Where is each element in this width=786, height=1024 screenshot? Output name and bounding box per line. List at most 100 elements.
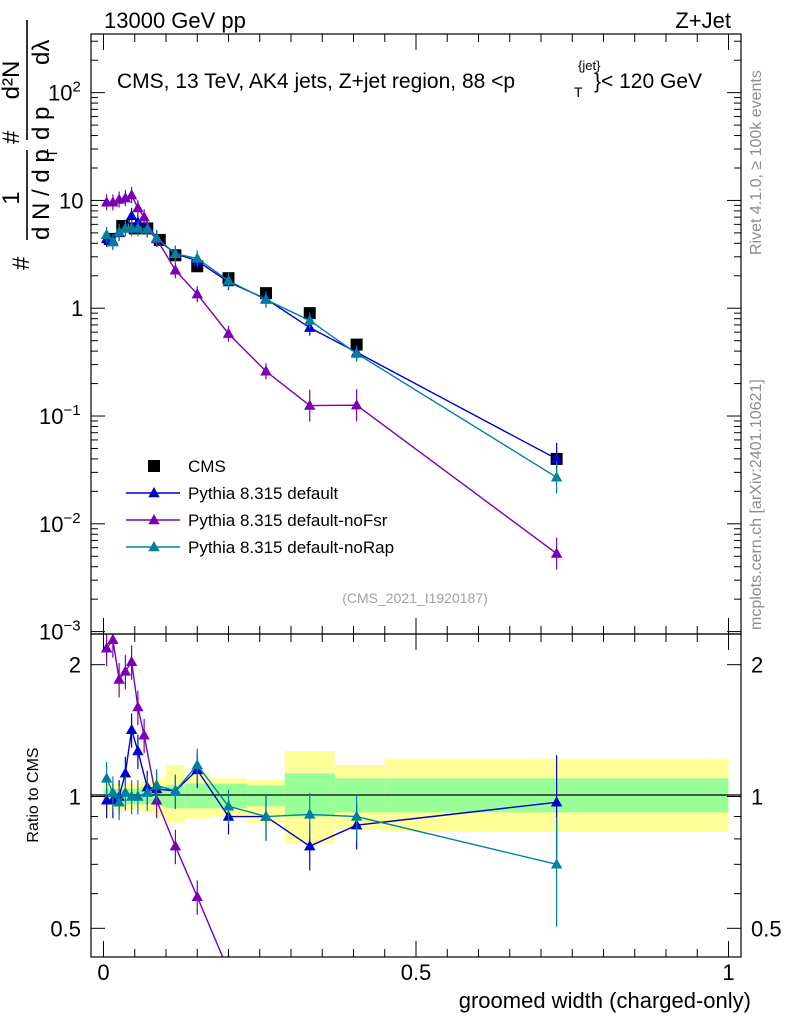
- y-tick-label: 102: [48, 79, 81, 106]
- title-tail: }< 120 GeV: [594, 70, 702, 93]
- data-point: [350, 399, 363, 410]
- data-point: [222, 274, 235, 285]
- legend-label: Pythia 8.315 default-noRap: [188, 538, 394, 557]
- x-axis-label: groomed width (charged-only): [459, 988, 751, 1013]
- x-tick-label: 0.5: [401, 960, 432, 985]
- x-tick-label: 1: [722, 960, 734, 985]
- data-point: [304, 314, 316, 325]
- data-point: [125, 209, 138, 221]
- data-point: [141, 786, 153, 797]
- legend-label: Pythia 8.315 default: [188, 484, 339, 503]
- x-tick-label: 0: [97, 960, 109, 985]
- main-panel: 10−3 10−2 10−1 1 10 102 CMS, 13 TeV, AK4 jets…: [39, 33, 742, 645]
- main-y-axis: 10−3 10−2 10−1 1 10 102: [39, 40, 741, 645]
- series-3: [100, 220, 563, 494]
- legend-item: Pythia 8.315 default-noFsr: [126, 511, 388, 530]
- data-point: [148, 487, 160, 498]
- main-data: [100, 187, 563, 570]
- data-point: [119, 767, 132, 778]
- data-point: [260, 365, 272, 376]
- data-point: [191, 759, 203, 770]
- data-point: [550, 796, 563, 807]
- data-point: [107, 634, 119, 644]
- main-x-ticks: [103, 34, 729, 634]
- ratio-y-tick-label: 1: [69, 784, 81, 809]
- data-point: [150, 779, 163, 790]
- data-point: [169, 247, 182, 258]
- mcplots-label: mcplots.cern.ch [arXiv:2401.10621]: [748, 379, 765, 630]
- data-point: [169, 784, 182, 796]
- data-point: [169, 840, 182, 851]
- data-point: [100, 228, 113, 239]
- ylabel-d2N: d²N: [0, 61, 25, 100]
- y-tick-label: 10−3: [39, 618, 81, 645]
- data-point: [191, 890, 203, 902]
- data-point: [125, 655, 138, 667]
- title-sub: T: [574, 84, 583, 100]
- data-point: [304, 808, 316, 819]
- legend: CMS Pythia 8.315 default Pythia 8.315 defa…: [126, 457, 394, 557]
- data-point: [222, 800, 235, 811]
- y-tick-label: 1: [71, 296, 83, 321]
- ratio-axes: 0.5 0.5 1 1 2 2 0 0.5 1: [50, 634, 782, 985]
- header-process: Z+Jet: [675, 8, 731, 33]
- data-point: [107, 786, 119, 797]
- data-point: [138, 211, 150, 222]
- ratio-ylabel: Ratio to CMS: [25, 747, 42, 842]
- ratio-y-tick-label: 2: [69, 653, 81, 678]
- data-point: [132, 745, 144, 756]
- ylabel-hash: #: [8, 256, 35, 270]
- legend-item: Pythia 8.315 default-noRap: [126, 538, 394, 557]
- plot-title: CMS, 13 TeV, AK4 jets, Z+jet region, 88 …: [117, 58, 702, 100]
- series-line: [106, 227, 557, 478]
- data-point: [550, 471, 563, 482]
- data-point: [304, 840, 316, 851]
- data-point: [150, 231, 163, 243]
- ylabel-one: 1: [0, 191, 25, 204]
- data-point: [550, 547, 563, 558]
- data-point: [132, 202, 144, 213]
- data-point: [223, 965, 234, 975]
- data-point: [138, 729, 150, 740]
- data-point: [141, 223, 153, 234]
- data-point: [125, 189, 138, 200]
- y-tick-label: 10−2: [39, 510, 81, 537]
- legend-item: Pythia 8.315 default: [126, 484, 339, 503]
- ratio-data: [100, 634, 563, 975]
- data-point: [550, 452, 563, 464]
- ratio-y-tick-label-right: 1: [751, 784, 763, 809]
- data-point: [119, 665, 132, 676]
- data-point: [148, 460, 160, 472]
- y-tick-label: 10−1: [39, 402, 81, 429]
- data-point: [113, 673, 125, 684]
- data-point: [132, 222, 144, 233]
- legend-item: CMS: [148, 457, 226, 476]
- ylabel-T: T: [44, 149, 61, 158]
- ratio-y-tick-label: 0.5: [50, 916, 81, 941]
- header-energy: 13000 GeV pp: [104, 8, 246, 33]
- title-main: CMS, 13 TeV, AK4 jets, Z+jet region, 88 …: [117, 70, 515, 93]
- series-1: [100, 207, 563, 475]
- data-point: [350, 347, 363, 358]
- data-point: [113, 796, 125, 807]
- data-point: [169, 264, 182, 275]
- data-point: [107, 236, 119, 247]
- ratio-y-tick-label-right: 0.5: [751, 916, 782, 941]
- ratio-panel: 0.5 0.5 1 1 2 2 0 0.5 1 Ratio to CMS groomed wid…: [25, 633, 782, 1013]
- data-point: [148, 541, 160, 552]
- ylabel-dlam: dλ: [28, 40, 55, 65]
- data-point: [100, 772, 113, 783]
- data-point: [113, 225, 125, 237]
- data-point: [119, 786, 132, 797]
- data-point: [550, 858, 563, 869]
- data-point: [132, 701, 144, 712]
- ylabel-dN: d N / d p: [28, 149, 55, 240]
- data-point: [132, 790, 144, 801]
- legend-label: Pythia 8.315 default-noFsr: [188, 511, 388, 530]
- data-point: [222, 327, 235, 338]
- data-point: [191, 288, 203, 299]
- top-ylabel: # 1 d N / d p T # d²N d p dλ: [0, 20, 61, 270]
- data-point: [260, 293, 272, 304]
- ylabel-dpT: d p: [28, 107, 55, 140]
